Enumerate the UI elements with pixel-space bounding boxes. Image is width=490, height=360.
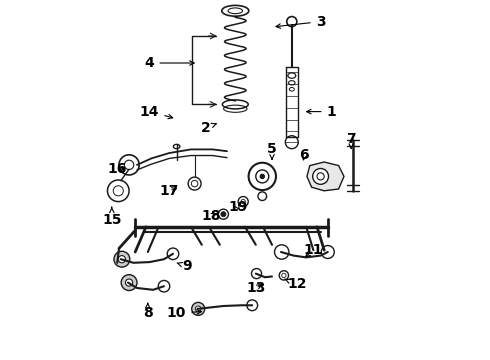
Circle shape — [114, 251, 130, 267]
Text: 16: 16 — [107, 162, 127, 176]
Text: 2: 2 — [200, 121, 216, 135]
Text: 4: 4 — [145, 56, 194, 70]
Circle shape — [196, 306, 201, 312]
Circle shape — [221, 212, 226, 217]
Text: 10: 10 — [167, 306, 201, 320]
Text: 14: 14 — [140, 105, 172, 119]
Text: 6: 6 — [299, 148, 309, 162]
Polygon shape — [307, 162, 344, 191]
Circle shape — [125, 279, 133, 286]
Text: 8: 8 — [143, 303, 153, 320]
Text: 11: 11 — [304, 243, 323, 257]
Circle shape — [121, 275, 137, 291]
Text: 17: 17 — [160, 184, 179, 198]
Text: 9: 9 — [177, 260, 192, 273]
Text: 1: 1 — [307, 105, 336, 118]
Text: 15: 15 — [102, 207, 122, 226]
Circle shape — [192, 302, 205, 315]
Text: 18: 18 — [201, 209, 220, 223]
Text: 7: 7 — [346, 132, 356, 149]
Text: 12: 12 — [285, 278, 307, 291]
Circle shape — [118, 256, 125, 263]
Text: 3: 3 — [276, 15, 325, 28]
Circle shape — [313, 168, 328, 184]
Circle shape — [260, 174, 265, 179]
Text: 5: 5 — [267, 143, 277, 159]
Text: 13: 13 — [246, 281, 266, 295]
Text: 19: 19 — [228, 200, 247, 214]
